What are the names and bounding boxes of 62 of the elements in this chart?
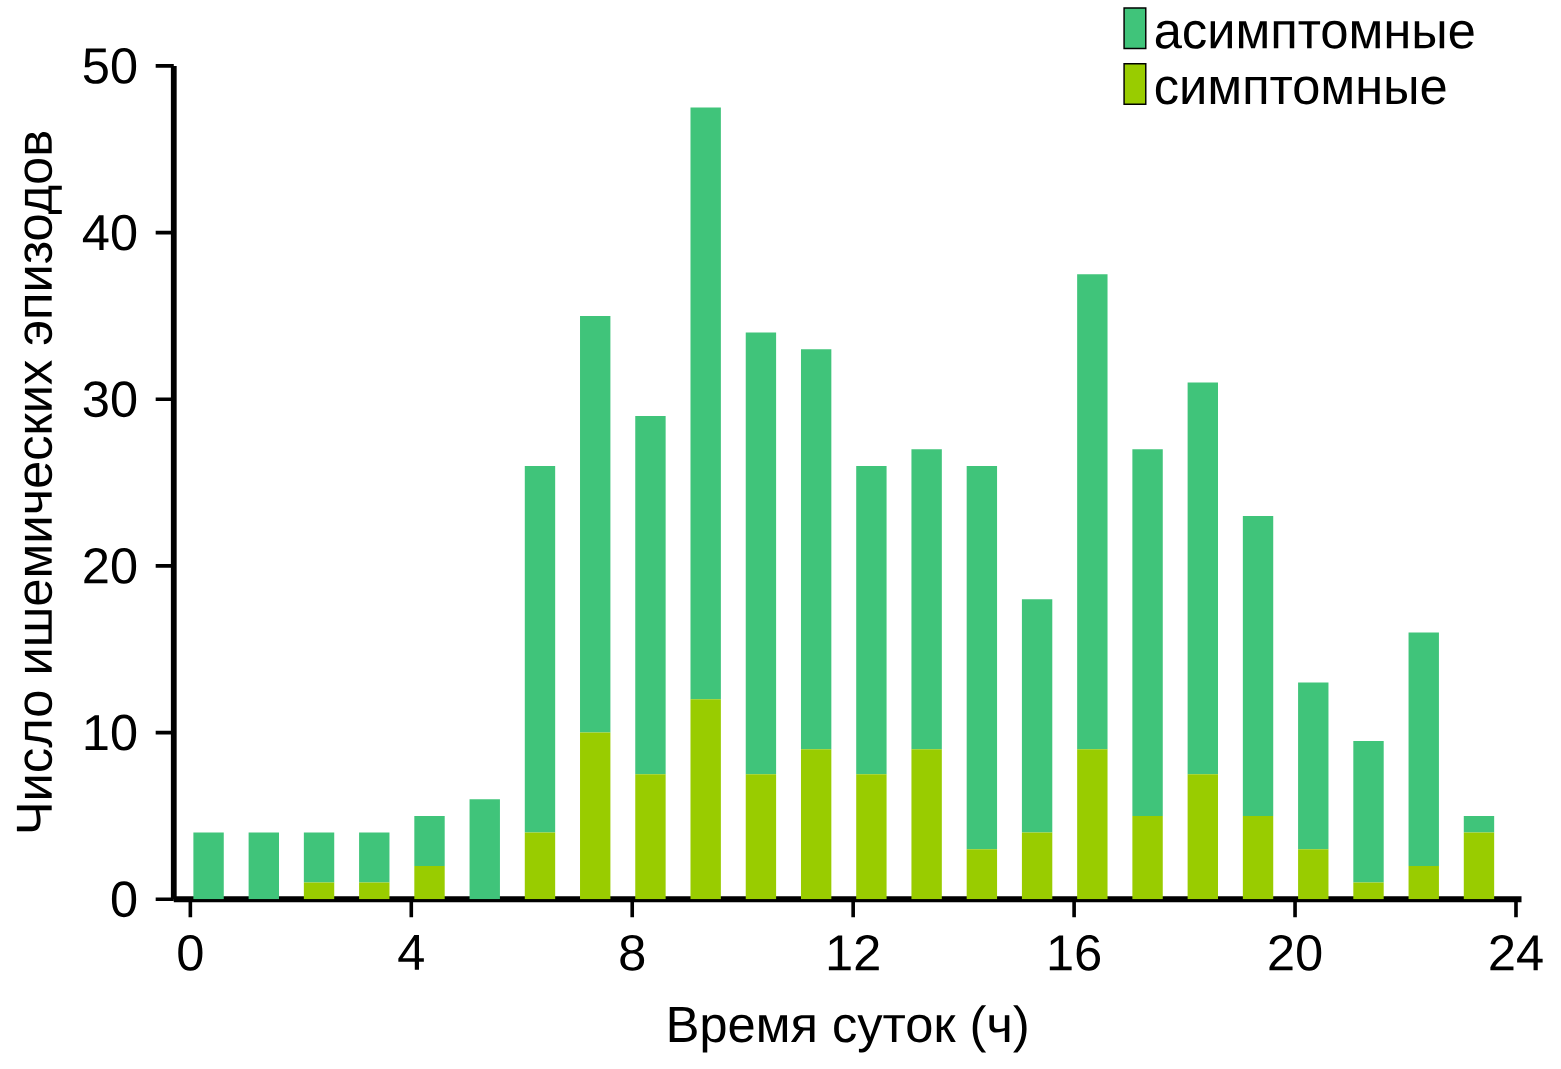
y-axis-title: Число ишемических эпизодов	[16, 131, 62, 832]
bar	[1408, 632, 1439, 866]
bar	[469, 799, 500, 900]
y-tick-label: 10	[85, 714, 137, 751]
bar	[800, 749, 832, 900]
bar	[635, 774, 666, 900]
x-tick-label: 16	[1049, 934, 1101, 971]
bar	[359, 882, 390, 900]
x-tick-label: 24	[1490, 934, 1543, 971]
x-tick-label: 12	[828, 934, 879, 971]
bar	[966, 465, 998, 850]
x-axis-title: Время суток (ч)	[669, 1005, 1027, 1053]
x-tick-label: 4	[398, 934, 424, 970]
bar	[911, 749, 942, 900]
bar	[580, 732, 611, 900]
bar	[524, 465, 556, 833]
bar	[1187, 382, 1218, 775]
legend-label: асимптомные	[1155, 20, 1474, 49]
bar	[690, 107, 721, 700]
bar	[690, 699, 721, 900]
bar	[1021, 832, 1053, 900]
y-tick-label: 40	[82, 214, 137, 251]
bar	[745, 774, 777, 900]
bar	[414, 865, 445, 900]
bar	[1463, 815, 1495, 833]
bar	[856, 465, 887, 775]
bar	[580, 315, 611, 733]
y-tick-label: 0	[111, 881, 137, 918]
bar	[1353, 740, 1384, 883]
x-tick-label: 8	[620, 934, 645, 971]
bar	[1408, 865, 1439, 900]
bar	[635, 415, 666, 775]
bar	[1298, 682, 1329, 850]
bar	[1132, 815, 1163, 900]
y-tick-label: 50	[83, 47, 137, 84]
bar	[800, 349, 832, 750]
bar	[1077, 749, 1108, 900]
bar	[1353, 882, 1384, 900]
bar	[303, 882, 335, 900]
bar	[414, 815, 445, 866]
bar	[856, 774, 887, 900]
bar	[911, 449, 942, 750]
bar	[248, 832, 279, 900]
y-tick-label: 20	[84, 547, 137, 584]
legend-label: симптомные	[1155, 76, 1446, 105]
bar	[1242, 515, 1274, 816]
bar	[303, 832, 335, 883]
bar	[1132, 449, 1163, 816]
x-tick-label: 20	[1269, 934, 1322, 971]
bar	[745, 332, 777, 775]
bar	[966, 849, 998, 900]
bar	[359, 832, 390, 883]
bar	[193, 832, 224, 900]
bar	[1463, 832, 1495, 900]
bar	[1242, 815, 1274, 900]
x-tick-label: 0	[178, 934, 203, 971]
bar	[1077, 274, 1108, 750]
bar	[524, 832, 556, 900]
bar	[1187, 774, 1218, 900]
bar	[1021, 599, 1053, 833]
y-tick-label: 30	[83, 381, 137, 418]
bar	[1298, 849, 1329, 900]
